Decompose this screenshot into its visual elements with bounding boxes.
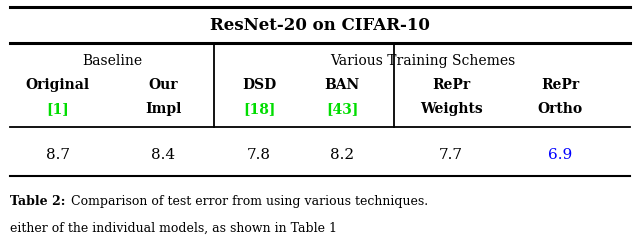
- Text: 8.4: 8.4: [151, 148, 175, 162]
- Text: 8.2: 8.2: [330, 148, 355, 162]
- Text: Original: Original: [26, 78, 90, 92]
- Text: Impl: Impl: [145, 102, 181, 116]
- Text: 6.9: 6.9: [548, 148, 572, 162]
- Text: BAN: BAN: [324, 78, 360, 92]
- Text: Weights: Weights: [420, 102, 483, 116]
- Text: Table 2:: Table 2:: [10, 195, 65, 208]
- Text: either of the individual models, as shown in Table 1: either of the individual models, as show…: [10, 222, 337, 235]
- Text: [1]: [1]: [46, 102, 69, 116]
- Text: Various Training Schemes: Various Training Schemes: [330, 54, 515, 68]
- Text: [18]: [18]: [243, 102, 275, 116]
- Text: DSD: DSD: [242, 78, 276, 92]
- Text: 7.7: 7.7: [439, 148, 463, 162]
- Text: ResNet-20 on CIFAR-10: ResNet-20 on CIFAR-10: [210, 17, 430, 34]
- Text: Baseline: Baseline: [82, 54, 142, 68]
- Text: 8.7: 8.7: [45, 148, 70, 162]
- Text: [43]: [43]: [326, 102, 358, 116]
- Text: Our: Our: [148, 78, 178, 92]
- Text: Ortho: Ortho: [538, 102, 582, 116]
- Text: 7.8: 7.8: [247, 148, 271, 162]
- Text: RePr: RePr: [541, 78, 579, 92]
- Text: RePr: RePr: [432, 78, 470, 92]
- Text: Comparison of test error from using various techniques.: Comparison of test error from using vari…: [67, 195, 428, 208]
